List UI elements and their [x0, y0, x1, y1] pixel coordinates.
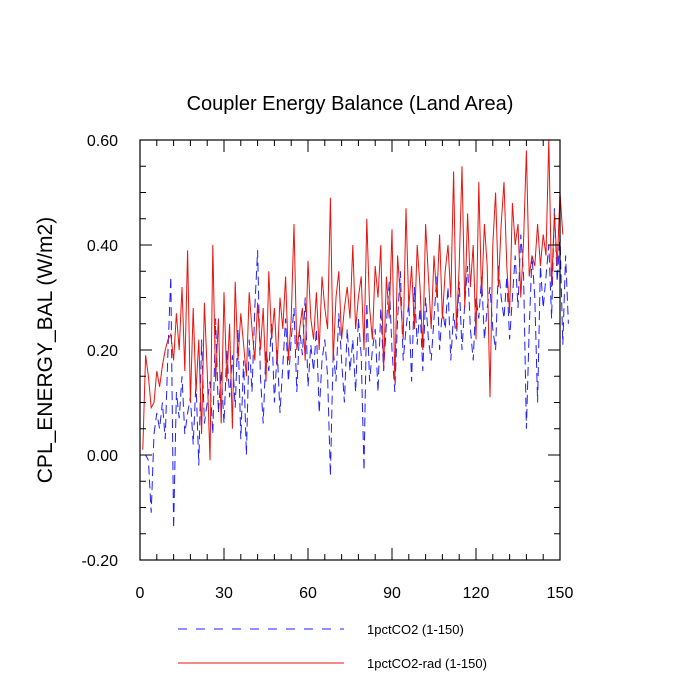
x-tick-label: 30: [215, 585, 233, 602]
series-line-1: [142, 139, 564, 461]
x-tick-label: 150: [547, 585, 574, 602]
x-tick-label: 0: [136, 585, 145, 602]
legend-label-1: 1pctCO2-rad (1-150): [367, 656, 487, 671]
legend-label-0: 1pctCO2 (1-150): [367, 622, 464, 637]
x-tick-label: 90: [383, 585, 401, 602]
chart-title: Coupler Energy Balance (Land Area): [187, 93, 514, 115]
y-axis-label: CPL_ENERGY_BAL (W/m2): [34, 217, 57, 483]
y-tick-label: 0.60: [87, 133, 118, 150]
x-tick-label: 60: [299, 585, 317, 602]
legend: 1pctCO2 (1-150) 1pctCO2-rad (1-150): [178, 622, 487, 671]
y-tick-label: 0.20: [87, 343, 118, 360]
ticks-layer: 0 30 60 90 120 150 -0.20 0.00 0.20 0.40 0.60: [82, 133, 574, 602]
series-line-0: [142, 208, 569, 529]
y-tick-label: 0.40: [87, 238, 118, 255]
y-tick-label: 0.00: [87, 448, 118, 465]
x-tick-label: 120: [463, 585, 490, 602]
y-tick-label: -0.20: [82, 553, 119, 570]
series-layer: [142, 139, 569, 529]
